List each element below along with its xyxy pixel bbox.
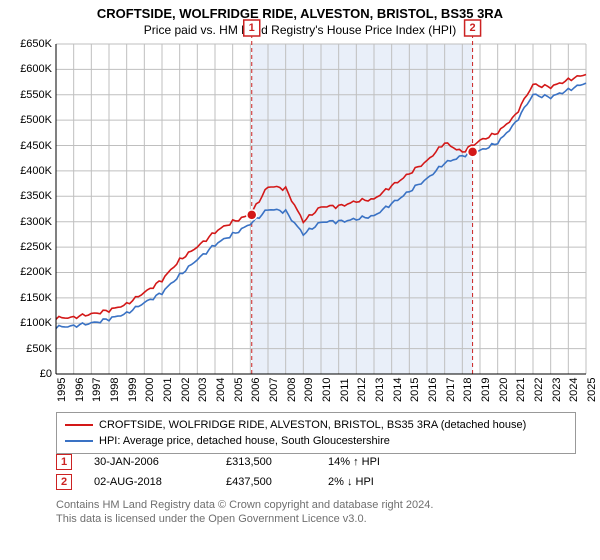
x-tick-label: 2001: [162, 378, 174, 402]
x-tick-label: 2020: [498, 378, 510, 402]
footer: Contains HM Land Registry data © Crown c…: [56, 498, 433, 526]
footer-line: This data is licensed under the Open Gov…: [56, 512, 433, 526]
y-tick-label: £100K: [20, 317, 52, 329]
x-tick-label: 1998: [109, 378, 121, 402]
x-tick-label: 2003: [197, 378, 209, 402]
x-tick-label: 1995: [56, 378, 68, 402]
svg-text:1: 1: [249, 22, 255, 34]
legend-label: CROFTSIDE, WOLFRIDGE RIDE, ALVESTON, BRI…: [99, 417, 526, 433]
x-tick-label: 2017: [445, 378, 457, 402]
chart-title: CROFTSIDE, WOLFRIDGE RIDE, ALVESTON, BRI…: [0, 6, 600, 21]
x-tick-label: 2005: [233, 378, 245, 402]
plot-svg: 12: [56, 44, 586, 374]
sale-row: 1 30-JAN-2006 £313,500 14% ↑ HPI: [56, 454, 380, 470]
x-tick-label: 2013: [374, 378, 386, 402]
y-tick-label: £150K: [20, 292, 52, 304]
sale-price: £437,500: [226, 476, 306, 488]
chart-header: CROFTSIDE, WOLFRIDGE RIDE, ALVESTON, BRI…: [0, 0, 600, 37]
sales-table: 1 30-JAN-2006 £313,500 14% ↑ HPI 2 02-AUG-201…: [56, 454, 380, 494]
x-tick-label: 2004: [215, 378, 227, 402]
legend: CROFTSIDE, WOLFRIDGE RIDE, ALVESTON, BRI…: [56, 412, 576, 454]
chart: £0 £50K £100K £150K £200K £250K £300K £350K £400…: [10, 44, 586, 404]
x-tick-label: 2014: [392, 378, 404, 402]
sale-hpi: 2% ↓ HPI: [328, 476, 374, 488]
sale-row: 2 02-AUG-2018 £437,500 2% ↓ HPI: [56, 474, 380, 490]
y-tick-label: £550K: [20, 89, 52, 101]
y-axis: £0£50K£100K£150K£200K£250K£300K£350K£400…: [10, 44, 56, 374]
x-tick-label: 2006: [250, 378, 262, 402]
x-tick-label: 2010: [321, 378, 333, 402]
sale-hpi: 14% ↑ HPI: [328, 456, 380, 468]
y-tick-label: £250K: [20, 241, 52, 253]
legend-swatch: [65, 424, 93, 426]
plot-area: 12: [56, 44, 586, 374]
y-tick-label: £600K: [20, 63, 52, 75]
y-tick-label: £300K: [20, 216, 52, 228]
y-tick-label: £50K: [26, 343, 52, 355]
x-tick-label: 2021: [515, 378, 527, 402]
sale-marker: [247, 210, 257, 220]
y-tick-label: £350K: [20, 190, 52, 202]
sale-index-badge: 2: [56, 474, 72, 490]
x-tick-label: 2011: [339, 378, 351, 402]
x-tick-label: 1999: [127, 378, 139, 402]
x-tick-label: 2022: [533, 378, 545, 402]
x-tick-label: 2024: [568, 378, 580, 402]
sale-date: 02-AUG-2018: [94, 476, 204, 488]
legend-item: CROFTSIDE, WOLFRIDGE RIDE, ALVESTON, BRI…: [65, 417, 567, 433]
chart-subtitle: Price paid vs. HM Land Registry's House …: [0, 23, 600, 37]
sale-marker: [468, 147, 478, 157]
x-tick-label: 2009: [303, 378, 315, 402]
x-tick-label: 1996: [74, 378, 86, 402]
x-tick-label: 2015: [409, 378, 421, 402]
sale-index-badge: 1: [56, 454, 72, 470]
y-tick-label: £500K: [20, 114, 52, 126]
y-tick-label: £0: [40, 368, 52, 380]
legend-swatch: [65, 440, 93, 442]
legend-item: HPI: Average price, detached house, Sout…: [65, 433, 567, 449]
x-tick-label: 2007: [268, 378, 280, 402]
x-tick-label: 2008: [286, 378, 298, 402]
x-axis: 1995 1996 1997 1998 1999 2000 2001 2002 2003 2004…: [56, 374, 586, 404]
x-tick-label: 2000: [144, 378, 156, 402]
sale-date: 30-JAN-2006: [94, 456, 204, 468]
y-tick-label: £400K: [20, 165, 52, 177]
svg-text:2: 2: [470, 22, 476, 34]
x-tick-label: 2023: [551, 378, 563, 402]
x-tick-label: 1997: [91, 378, 103, 402]
x-tick-label: 2019: [480, 378, 492, 402]
footer-line: Contains HM Land Registry data © Crown c…: [56, 498, 433, 512]
legend-label: HPI: Average price, detached house, Sout…: [99, 433, 390, 449]
x-tick-label: 2002: [180, 378, 192, 402]
sale-price: £313,500: [226, 456, 306, 468]
x-tick-label: 2018: [462, 378, 474, 402]
x-tick-label: 2012: [356, 378, 368, 402]
x-tick-label: 2016: [427, 378, 439, 402]
y-tick-label: £450K: [20, 140, 52, 152]
y-tick-label: £650K: [20, 38, 52, 50]
y-tick-label: £200K: [20, 266, 52, 278]
x-tick-label: 2025: [586, 378, 598, 402]
